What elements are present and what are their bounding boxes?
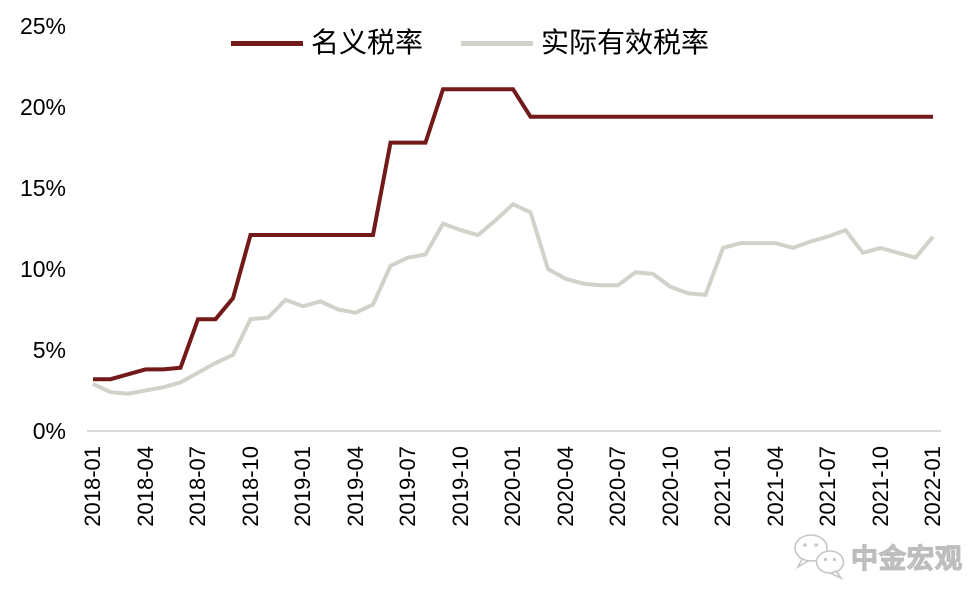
nominal-line-swatch <box>231 40 303 46</box>
y-axis-tick-label: 0% <box>32 418 66 444</box>
watermark-text: 中金宏观 <box>850 543 963 574</box>
y-axis-tick-label: 10% <box>19 256 66 282</box>
y-axis-tick-label: 5% <box>32 337 66 363</box>
y-axis-tick-label: 15% <box>19 175 66 201</box>
legend-item-nominal: 名义税率 <box>231 26 423 60</box>
legend: 名义税率 实际有效税率 <box>231 26 709 60</box>
y-axis-tick-label: 25% <box>19 13 66 39</box>
legend-label-effective: 实际有效税率 <box>541 27 710 58</box>
wechat-icon <box>794 534 845 580</box>
watermark: 中金宏观 <box>791 531 963 581</box>
legend-item-effective: 实际有效税率 <box>461 26 709 60</box>
effective-rate-line <box>92 201 935 396</box>
nominal-rate-line <box>93 87 933 382</box>
y-axis-tick-label: 20% <box>19 94 66 120</box>
legend-label-nominal: 名义税率 <box>311 27 424 58</box>
effective-line-swatch <box>461 40 534 46</box>
